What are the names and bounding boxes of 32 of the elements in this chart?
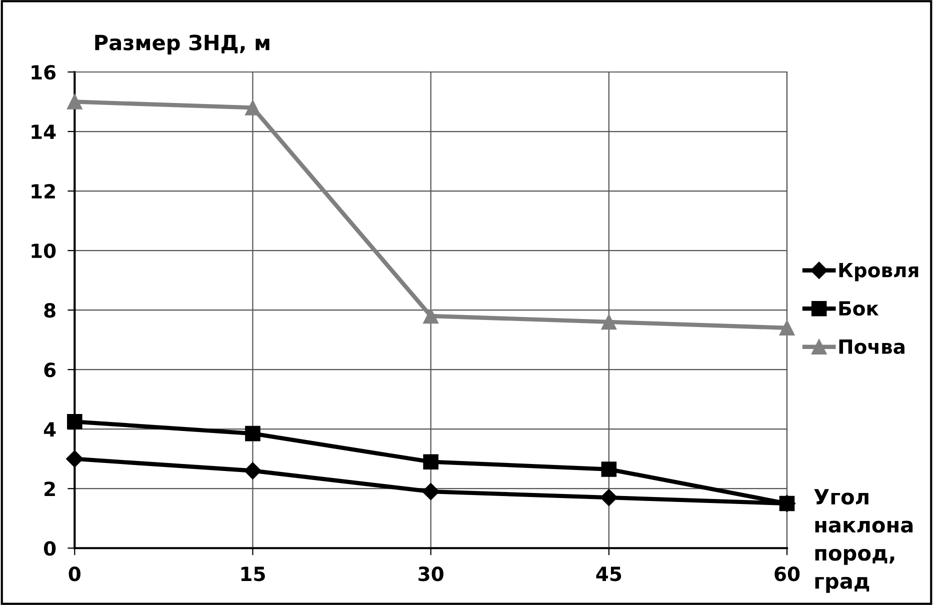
legend-label: Бок	[839, 301, 879, 316]
y-axis-title: Размер ЗНД, м	[95, 34, 270, 54]
y-tick-label: 10	[32, 244, 56, 258]
y-tick-label: 8	[44, 303, 56, 318]
y-tick-label: 12	[32, 184, 55, 198]
point	[67, 414, 82, 430]
point	[600, 488, 618, 506]
point	[66, 450, 84, 468]
y-tick-label: 4	[44, 422, 56, 436]
point	[245, 100, 260, 116]
y-tick-label: 16	[32, 64, 56, 80]
point	[422, 483, 440, 500]
x-axis-title: Угол наклона пород, град	[814, 489, 913, 593]
point	[245, 426, 260, 442]
point	[779, 320, 795, 336]
point	[244, 462, 262, 480]
x-tick-label: 60	[774, 566, 800, 582]
y-tick-label: 2	[44, 482, 55, 496]
x-tick-label: 30	[418, 566, 444, 582]
y-tick-label: 14	[32, 124, 56, 139]
legend-label: Кровля	[839, 262, 918, 282]
point	[423, 454, 438, 470]
x-tick-label: 0	[68, 566, 80, 582]
x-tick-label: 45	[596, 566, 622, 582]
point	[423, 308, 438, 324]
legend-label: Почва	[839, 340, 904, 354]
point	[67, 94, 82, 110]
x-tick-label: 15	[241, 566, 265, 582]
y-tick-label: 6	[44, 362, 56, 378]
point	[601, 462, 617, 477]
y-tick-label: 0	[44, 541, 56, 556]
point	[601, 314, 617, 330]
